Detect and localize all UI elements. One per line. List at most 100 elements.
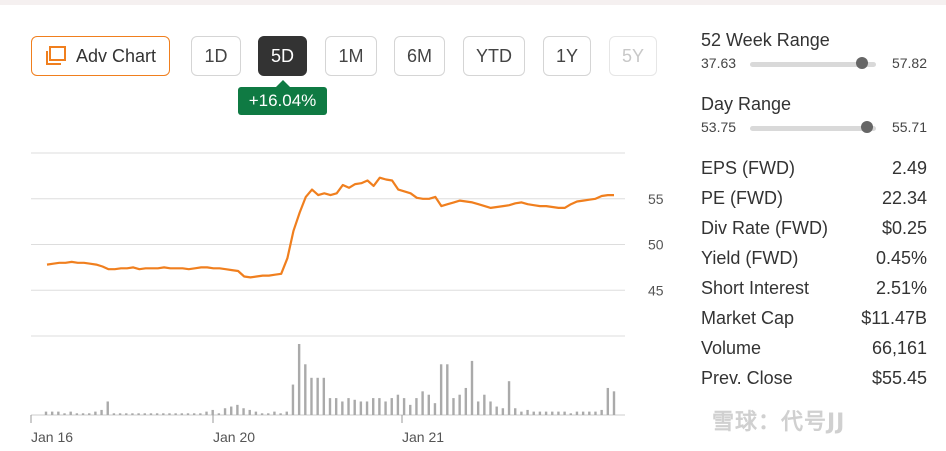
y-tick-label: 50 [648, 237, 664, 253]
volume-bar [347, 398, 350, 415]
day-marker [861, 121, 874, 133]
price-line [46, 176, 614, 279]
volume-bar [378, 398, 381, 415]
volume-bar [588, 411, 591, 415]
volume-bar [439, 364, 443, 415]
volume-bar [260, 413, 264, 415]
volume-bar [606, 387, 610, 415]
volume-bar [44, 411, 48, 415]
week52-track [750, 62, 876, 67]
volume-bar [186, 413, 190, 415]
stat-value: 0.45% [875, 248, 927, 268]
volume-bar [242, 408, 245, 415]
volume-bar [316, 377, 319, 415]
week52-range-title: 52 Week Range [701, 30, 830, 50]
volume-bar [267, 413, 270, 415]
volume-bar [526, 409, 529, 415]
volume-bar [162, 413, 165, 415]
stat-label: Short Interest [701, 278, 810, 298]
volume-bar [273, 411, 276, 415]
volume-bar [446, 364, 449, 415]
volume-bar [94, 411, 97, 415]
volume-bar [557, 411, 560, 415]
volume-bar [217, 413, 221, 415]
stat-value: 2.51% [875, 278, 927, 298]
range-button-6m[interactable]: 6M [394, 36, 445, 76]
volume-bar [180, 413, 184, 415]
volume-bar [143, 413, 146, 415]
stat-value: 22.34 [881, 188, 927, 208]
volume-bar [106, 401, 109, 415]
volume-bar [63, 413, 66, 415]
volume-bar [131, 413, 134, 415]
stat-label: Volume [701, 338, 762, 358]
adv-chart-button[interactable]: Adv Chart [31, 36, 170, 76]
stats-panel: 52 Week Range 37.63 57.82 Day Range 53.7… [701, 30, 931, 397]
range-button-1d[interactable]: 1D [191, 36, 241, 76]
x-tick-label: Jan 21 [402, 429, 444, 445]
volume-bar [310, 377, 313, 415]
volume-bar [205, 411, 208, 415]
week52-marker [856, 57, 869, 69]
watermark: 雪球：代号JJ [712, 410, 846, 435]
volume-bar [514, 408, 517, 415]
day-low: 53.75 [701, 119, 737, 135]
stat-row: PE (FWD) 22.34 [701, 187, 931, 217]
x-tick-label: Jan 16 [31, 429, 73, 445]
stat-row: Market Cap $11.47B [701, 307, 931, 337]
volume-bar [254, 411, 258, 415]
volume-bar [100, 409, 103, 415]
volume-bar [470, 360, 474, 415]
volume-bar [174, 413, 177, 415]
range-button-5y[interactable]: 5Y [609, 36, 657, 76]
day-range-title: Day Range [701, 94, 792, 114]
volume-bar [112, 413, 116, 415]
volume-bar [353, 399, 356, 415]
volume-bar [421, 391, 424, 415]
volume-bar [322, 377, 326, 415]
stat-label: PE (FWD) [701, 188, 783, 208]
volume-bar [137, 413, 140, 415]
volume-bar [230, 406, 233, 415]
week52-low: 37.63 [701, 55, 737, 71]
volume-bar [612, 391, 616, 415]
stat-label: Prev. Close [701, 368, 793, 388]
volume-bar [75, 413, 79, 415]
stat-label: Div Rate (FWD) [701, 218, 828, 238]
range-button-5d[interactable]: 5D [258, 36, 307, 76]
stat-row: EPS (FWD) 2.49 [701, 157, 931, 187]
chart-window-icon [45, 46, 67, 66]
volume-bar [452, 398, 455, 415]
day-range: Day Range 53.75 55.71 [701, 94, 931, 137]
volume-bar [328, 398, 332, 415]
volume-bar [372, 398, 375, 415]
volume-bar [155, 413, 159, 415]
stat-value: $11.47B [861, 308, 927, 328]
volume-bar [415, 398, 418, 415]
volume-bar [532, 411, 535, 415]
stat-row: Prev. Close $55.45 [701, 367, 931, 397]
volume-bar [507, 381, 511, 415]
y-tick-label: 55 [648, 191, 664, 207]
volume-bar [149, 413, 153, 415]
week52-high: 57.82 [891, 55, 927, 71]
volume-bar [458, 394, 461, 415]
stat-value: 2.49 [891, 158, 927, 178]
range-button-1m[interactable]: 1M [325, 36, 377, 76]
volume-bar [285, 411, 288, 415]
volume-bar [297, 344, 301, 415]
top-border [0, 0, 946, 5]
volume-bar [69, 411, 72, 415]
volume-bar [483, 394, 486, 415]
volume-bar [304, 364, 307, 415]
volume-bar [390, 398, 393, 415]
volume-bar [223, 408, 227, 415]
volume-bar [192, 413, 196, 415]
volume-bar [538, 411, 542, 415]
volume-bar [384, 401, 387, 415]
range-button-ytd[interactable]: YTD [463, 36, 525, 76]
stat-label: EPS (FWD) [701, 158, 795, 178]
volume-bar [57, 411, 60, 415]
range-button-1y[interactable]: 1Y [543, 36, 591, 76]
day-track [750, 126, 876, 131]
